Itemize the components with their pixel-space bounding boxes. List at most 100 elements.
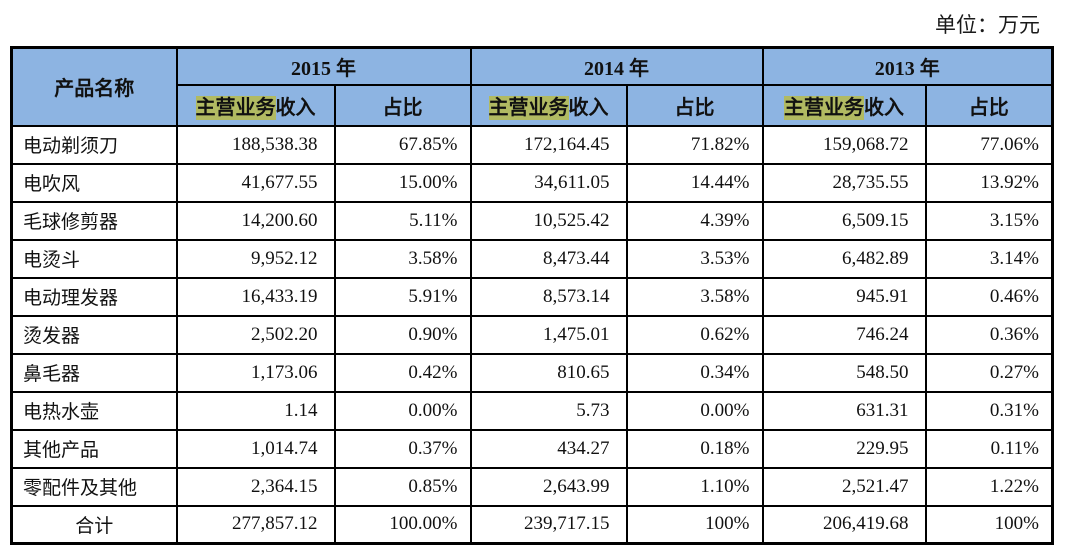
revenue-cell: 1,014.74: [175, 428, 336, 469]
revenue-header-rest: 收入: [568, 96, 609, 119]
product-name-cell: 电动剃须刀: [10, 124, 178, 165]
unit-label: 单位：万元: [935, 13, 1040, 37]
search-highlight: 主营业务: [784, 95, 864, 120]
revenue-cell: 28,735.55: [761, 162, 927, 203]
share-cell: 100.00%: [333, 504, 472, 545]
revenue-cell: 1,173.06: [175, 352, 336, 393]
revenue-by-product-table: 产品名称 2015 年 2014 年 2013 年 主营业务收入 占比 主营业务…: [10, 46, 1054, 545]
table-row: 电吹风 41,677.55 15.00% 34,611.05 14.44% 28…: [10, 162, 1054, 203]
revenue-cell: 945.91: [761, 276, 927, 317]
share-cell: 3.14%: [924, 238, 1054, 279]
revenue-cell: 172,164.45: [469, 124, 628, 165]
column-header-share-2014: 占比: [625, 83, 764, 127]
share-cell: 5.91%: [333, 276, 472, 317]
header-row-subcolumns: 主营业务收入 占比 主营业务收入 占比 主营业务收入 占比: [12, 83, 1054, 127]
revenue-cell: 2,364.15: [175, 466, 336, 507]
product-name-cell: 电烫斗: [10, 238, 178, 279]
table-row: 零配件及其他 2,364.15 0.85% 2,643.99 1.10% 2,5…: [10, 466, 1054, 507]
revenue-cell: 2,502.20: [175, 314, 336, 355]
revenue-cell: 229.95: [761, 428, 927, 469]
product-name-cell: 零配件及其他: [10, 466, 178, 507]
share-cell: 0.46%: [924, 276, 1054, 317]
revenue-cell: 9,952.12: [175, 238, 336, 279]
table-row: 电热水壶 1.14 0.00% 5.73 0.00% 631.31 0.31%: [10, 390, 1054, 431]
header-row-years: 产品名称 2015 年 2014 年 2013 年: [10, 46, 1054, 127]
share-cell: 0.34%: [625, 352, 764, 393]
share-cell: 77.06%: [924, 124, 1054, 165]
table-row: 电烫斗 9,952.12 3.58% 8,473.44 3.53% 6,482.…: [10, 238, 1054, 279]
share-cell: 3.58%: [625, 276, 764, 317]
product-name-cell: 烫发器: [10, 314, 178, 355]
share-cell: 0.00%: [625, 390, 764, 431]
share-cell: 3.15%: [924, 200, 1054, 241]
share-cell: 0.27%: [924, 352, 1054, 393]
column-header-revenue-2015: 主营业务收入: [175, 83, 336, 127]
revenue-header-rest: 收入: [275, 96, 316, 119]
share-cell: 3.58%: [333, 238, 472, 279]
share-cell: 100%: [625, 504, 764, 545]
revenue-cell: 434.27: [469, 428, 628, 469]
share-cell: 1.22%: [924, 466, 1054, 507]
product-name-cell: 电吹风: [10, 162, 178, 203]
column-header-year-2013: 2013 年: [761, 46, 1054, 86]
share-cell: 1.10%: [625, 466, 764, 507]
share-cell: 71.82%: [625, 124, 764, 165]
share-cell: 13.92%: [924, 162, 1054, 203]
product-name-cell: 电热水壶: [10, 390, 178, 431]
table-row: 其他产品 1,014.74 0.37% 434.27 0.18% 229.95 …: [10, 428, 1054, 469]
column-header-year-2015: 2015 年: [175, 46, 472, 86]
product-name-cell: 电动理发器: [10, 276, 178, 317]
share-cell: 0.00%: [333, 390, 472, 431]
column-header-product-name: 产品名称: [10, 46, 178, 127]
share-cell: 0.18%: [625, 428, 764, 469]
table-row: 毛球修剪器 14,200.60 5.11% 10,525.42 4.39% 6,…: [10, 200, 1054, 241]
revenue-cell: 277,857.12: [175, 504, 336, 545]
table-row: 烫发器 2,502.20 0.90% 1,475.01 0.62% 746.24…: [10, 314, 1054, 355]
share-cell: 0.85%: [333, 466, 472, 507]
search-highlight: 主营业务: [195, 95, 276, 120]
column-header-revenue-2014: 主营业务收入: [469, 83, 628, 127]
revenue-cell: 239,717.15: [469, 504, 628, 545]
revenue-cell: 1.14: [175, 390, 336, 431]
share-cell: 3.53%: [625, 238, 764, 279]
revenue-cell: 2,643.99: [469, 466, 628, 507]
share-cell: 15.00%: [333, 162, 472, 203]
share-cell: 67.85%: [333, 124, 472, 165]
share-cell: 5.11%: [333, 200, 472, 241]
table-row: 电动剃须刀 188,538.38 67.85% 172,164.45 71.82…: [10, 124, 1054, 165]
revenue-cell: 16,433.19: [175, 276, 336, 317]
revenue-cell: 188,538.38: [175, 124, 336, 165]
revenue-header-rest: 收入: [864, 96, 904, 119]
revenue-cell: 8,573.14: [469, 276, 628, 317]
revenue-cell: 810.65: [469, 352, 628, 393]
total-label-cell: 合计: [10, 504, 178, 545]
revenue-cell: 548.50: [761, 352, 927, 393]
share-cell: 14.44%: [625, 162, 764, 203]
share-cell: 0.62%: [625, 314, 764, 355]
share-cell: 100%: [924, 504, 1054, 545]
revenue-cell: 206,419.68: [761, 504, 927, 545]
column-header-share-2013: 占比: [924, 83, 1054, 127]
column-header-share-2015: 占比: [333, 83, 472, 127]
revenue-cell: 41,677.55: [175, 162, 336, 203]
share-cell: 0.31%: [924, 390, 1054, 431]
table-row: 鼻毛器 1,173.06 0.42% 810.65 0.34% 548.50 0…: [10, 352, 1054, 393]
revenue-cell: 10,525.42: [469, 200, 628, 241]
column-header-year-2014: 2014 年: [469, 46, 764, 86]
product-name-cell: 其他产品: [10, 428, 178, 469]
share-cell: 0.90%: [333, 314, 472, 355]
share-cell: 4.39%: [625, 200, 764, 241]
revenue-cell: 14,200.60: [175, 200, 336, 241]
revenue-cell: 6,509.15: [761, 200, 927, 241]
share-cell: 0.37%: [333, 428, 472, 469]
search-highlight: 主营业务: [488, 95, 569, 120]
share-cell: 0.11%: [924, 428, 1054, 469]
revenue-cell: 6,482.89: [761, 238, 927, 279]
revenue-cell: 8,473.44: [469, 238, 628, 279]
revenue-cell: 5.73: [469, 390, 628, 431]
table-total-row: 合计 277,857.12 100.00% 239,717.15 100% 20…: [10, 504, 1054, 545]
revenue-cell: 34,611.05: [469, 162, 628, 203]
revenue-cell: 746.24: [761, 314, 927, 355]
revenue-cell: 631.31: [761, 390, 927, 431]
product-name-cell: 毛球修剪器: [10, 200, 178, 241]
